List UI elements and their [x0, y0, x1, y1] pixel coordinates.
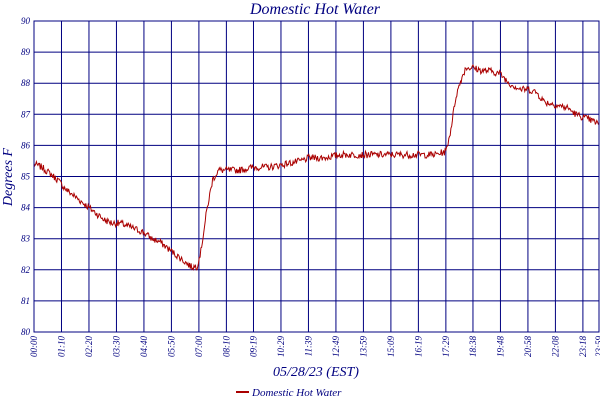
x-tick-label: 01:10	[56, 336, 66, 357]
x-tick-labels: 00:00 01:10 02:20 03:30 04:40 05:50 07:00 08:10…	[29, 336, 600, 357]
x-tick-label: 08:10	[221, 336, 231, 357]
x-tick-label: 03:30	[111, 336, 121, 357]
x-tick-label: 05:50	[166, 336, 176, 357]
legend: Domestic Hot Water	[236, 387, 342, 399]
x-tick-label: 22:08	[550, 336, 560, 357]
x-tick-label: 07:00	[194, 336, 204, 357]
x-tick-label: 16:19	[413, 336, 423, 357]
x-tick-label: 20:58	[523, 336, 533, 357]
x-tick-label: 19:48	[495, 336, 505, 357]
series-layer	[33, 64, 600, 271]
y-tick-label: 87	[21, 109, 31, 119]
x-tick-label: 11:39	[303, 336, 313, 357]
y-tick-label: 90	[21, 16, 31, 26]
y-tick-label: 80	[21, 327, 31, 337]
x-tick-label: 23:59	[594, 336, 600, 357]
x-tick-label: 10:29	[276, 336, 286, 357]
x-tick-label: 04:40	[139, 336, 149, 357]
x-tick-label: 09:19	[248, 336, 258, 357]
x-tick-label: 23:18	[578, 336, 588, 357]
y-tick-label: 82	[21, 265, 31, 275]
x-tick-label: 15:09	[386, 336, 396, 357]
y-tick-label: 83	[21, 234, 31, 244]
y-tick-label: 81	[21, 296, 30, 306]
x-tick-label: 17:29	[441, 336, 451, 357]
x-tick-label: 13:59	[358, 336, 368, 357]
x-tick-label: 02:20	[84, 336, 94, 357]
plot-frame	[33, 20, 600, 333]
x-tick-label: 00:00	[29, 336, 39, 357]
x-axis-label: 05/28/23 (EST)	[273, 365, 359, 380]
x-tick-label: 18:38	[468, 336, 478, 357]
x-tick-label: 12:49	[331, 336, 341, 357]
y-tick-label: 86	[21, 140, 31, 150]
chart-title: Domestic Hot Water	[249, 1, 381, 18]
y-tick-labels: 80 81 82 83 84 85 86 87 88 89 90	[21, 16, 31, 337]
y-tick-label: 89	[21, 47, 31, 57]
y-tick-label: 85	[21, 172, 31, 182]
y-tick-label: 84	[21, 203, 31, 213]
legend-label: Domestic Hot Water	[251, 387, 342, 399]
series-line-domestic-hot-water	[33, 64, 600, 271]
y-axis-label: Degrees F	[1, 147, 16, 207]
y-tick-label: 88	[21, 78, 31, 88]
